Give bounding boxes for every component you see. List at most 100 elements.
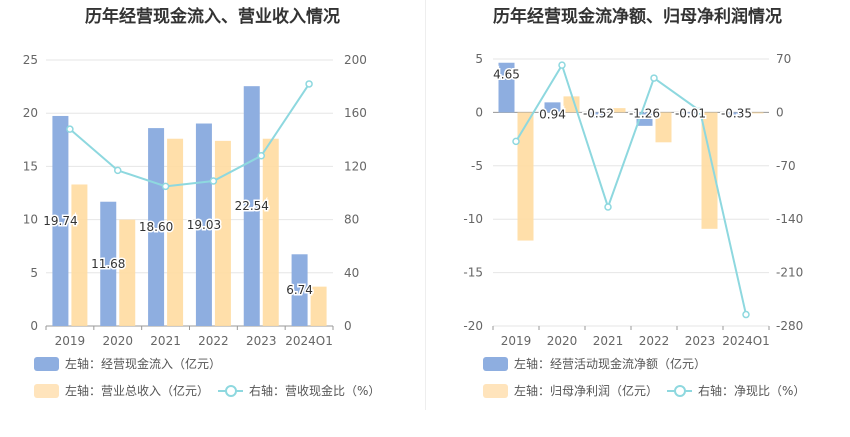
- ratio-point: [66, 125, 74, 133]
- chart-title: 历年经营现金流入、营业收入情况: [85, 7, 340, 27]
- y-right-tick-label: 80: [344, 213, 359, 227]
- ratio-point: [558, 61, 566, 69]
- ratio-point: [604, 203, 612, 211]
- x-tick-label: 2024Q1: [722, 334, 770, 345]
- bar-primary: [728, 112, 745, 117]
- x-tick-label: 2020: [547, 334, 578, 345]
- legend-item-cash-inflow[interactable]: 左轴：经营现金流入（亿元）: [34, 355, 221, 372]
- ratio-point: [114, 166, 122, 175]
- bar-data-label: 0.94: [539, 107, 566, 121]
- y-right-tick-label: -210: [776, 266, 803, 280]
- bar-primary: [544, 102, 561, 113]
- bar-data-label: 11.68: [91, 257, 125, 271]
- bar-primary: [498, 62, 515, 113]
- legend-swatch-bar: [34, 383, 59, 398]
- y-right-tick-label: -70: [776, 159, 796, 173]
- y-left-tick-label: 5: [30, 266, 38, 280]
- y-right-tick-label: 200: [344, 53, 367, 67]
- y-left-tick-label: 10: [23, 213, 38, 227]
- panel-divider: [425, 0, 426, 410]
- legend-swatch-bar: [483, 356, 508, 371]
- legend-label: 左轴：经营现金流入（亿元）: [65, 357, 222, 371]
- y-left-tick-label: -5: [471, 159, 483, 173]
- bar-primary: [682, 112, 699, 114]
- bar-primary: [100, 201, 117, 326]
- chart-plot-net-cash: -20 -15 -10 -5 0 5 -280 -210 -140 -70 0 70 2019 2020 2…: [463, 52, 803, 348]
- y-left-tick-label: 0: [475, 105, 483, 119]
- bar-data-label: 18.60: [139, 220, 173, 234]
- x-tick-label: 2021: [593, 334, 624, 345]
- bar-data-label: 19.74: [43, 214, 77, 228]
- y-left-tick-label: 0: [30, 319, 38, 333]
- y-left-tick-label: 15: [23, 159, 38, 173]
- legend-swatch-bar: [34, 356, 59, 371]
- y-right-tick-label: 120: [344, 159, 367, 173]
- y-left-tick-label: -10: [463, 212, 483, 226]
- chart-panel-cash-inflow: 历年经营现金流入、营业收入情况 0 5 10 15 20 25 0 40 80 120 160 200…: [23, 7, 381, 399]
- bar-data-label: 4.65: [493, 68, 520, 82]
- bar-secondary: [655, 112, 672, 143]
- legend-label: 左轴：归母净利润（亿元）: [514, 384, 659, 398]
- ratio-point: [742, 310, 750, 319]
- bar-data-label: -1.26: [629, 106, 660, 120]
- ratio-point: [257, 152, 265, 160]
- legend-swatch-line: [218, 384, 243, 398]
- bar-primary: [291, 254, 308, 326]
- bar-data-label: 22.54: [235, 199, 269, 213]
- ratio-line: [69, 83, 310, 188]
- legend-label: 左轴：经营活动现金流净额（亿元）: [514, 357, 707, 371]
- ratio-point: [696, 107, 704, 115]
- y-right-tick-label: 0: [776, 105, 784, 119]
- y-left-tick-label: 25: [23, 53, 38, 67]
- legend-swatch-bar: [483, 383, 508, 398]
- ratio-point: [512, 137, 520, 146]
- bar-primary: [195, 123, 212, 326]
- chart-panel-net-cash: 历年经营现金流净额、归母净利润情况 -20 -15 -10 -5 0 5 -280 -210-…: [425, 0, 850, 437]
- x-tick-label: 2024Q1: [285, 334, 333, 345]
- x-tick-label: 2019: [55, 334, 86, 345]
- y-left-tick-label: -20: [463, 319, 483, 333]
- legend-item-net-profit[interactable]: 左轴：归母净利润（亿元）: [483, 382, 658, 399]
- bar-secondary: [71, 184, 88, 326]
- legend-label: 右轴：净现比（%）: [698, 384, 806, 398]
- bar-secondary: [214, 140, 231, 326]
- legend-swatch-line: [667, 384, 692, 398]
- ratio-point: [161, 182, 170, 191]
- chart-title: 历年经营现金流净额、归母净利润情况: [493, 7, 782, 27]
- legend-label: 右轴：营收现金比（%）: [249, 384, 381, 398]
- bar-data-label: -0.35: [721, 106, 752, 120]
- y-left-tick-label: 20: [23, 106, 38, 120]
- x-tick-label: 2021: [150, 334, 181, 345]
- x-tick-label: 2019: [501, 334, 532, 345]
- bar-secondary: [609, 108, 626, 113]
- bar-secondary: [747, 112, 764, 114]
- y-right-tick-label: 160: [344, 106, 367, 120]
- y-right-tick-label: 0: [344, 319, 352, 333]
- bar-primary: [148, 128, 165, 326]
- bar-secondary: [310, 286, 327, 326]
- legend-item-net-cash[interactable]: 左轴：经营活动现金流净额（亿元）: [483, 355, 706, 372]
- legend-item-cash-ratio[interactable]: 右轴：营收现金比（%）: [218, 382, 380, 399]
- x-tick-label: 2022: [198, 334, 229, 345]
- bar-primary: [243, 86, 260, 326]
- bar-secondary: [119, 219, 136, 326]
- legend-item-net-ratio[interactable]: 右轴：净现比（%）: [667, 382, 805, 399]
- bar-data-label: 6.74: [286, 283, 313, 297]
- y-right-tick-label: 40: [344, 266, 359, 280]
- bar-data-label: -0.01: [675, 106, 706, 120]
- chart-plot-cash-inflow: 0 5 10 15 20 25 0 40 80 120 160 200 2019 2020 2021 2022…: [23, 53, 367, 348]
- ratio-point: [305, 80, 313, 88]
- y-left-tick-label: -15: [463, 266, 483, 280]
- legend-item-revenue[interactable]: 左轴：营业总收入（亿元）: [34, 382, 209, 399]
- legend-label: 左轴：营业总收入（亿元）: [65, 384, 210, 398]
- ratio-point: [650, 74, 658, 82]
- y-right-tick-label: 70: [776, 52, 791, 66]
- ratio-point: [209, 177, 218, 185]
- bar-data-label: 19.03: [187, 218, 221, 232]
- ratio-line: [515, 62, 747, 315]
- bar-secondary: [262, 138, 279, 326]
- x-tick-label: 2023: [246, 334, 277, 345]
- y-right-tick-label: -140: [776, 212, 803, 226]
- y-left-tick-label: 5: [475, 52, 483, 66]
